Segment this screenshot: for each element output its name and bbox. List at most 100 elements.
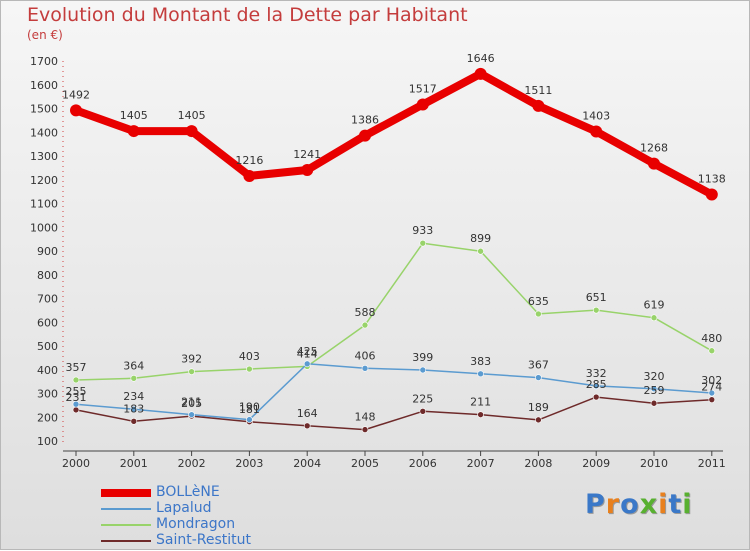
x-tick-label: 2006 bbox=[409, 457, 437, 470]
y-tick-label: 1500 bbox=[30, 103, 58, 116]
data-label: 1403 bbox=[582, 110, 610, 123]
logo-letter: x bbox=[639, 489, 659, 520]
data-point bbox=[130, 374, 138, 382]
data-point bbox=[188, 411, 195, 418]
legend-swatch bbox=[101, 489, 151, 497]
y-tick-label: 1000 bbox=[30, 221, 58, 234]
data-point bbox=[708, 396, 716, 403]
data-point bbox=[246, 365, 253, 373]
data-point bbox=[477, 370, 484, 378]
data-point bbox=[303, 422, 311, 430]
x-tick-label: 2011 bbox=[698, 457, 726, 470]
data-label: 211 bbox=[470, 396, 491, 409]
y-tick-label: 1200 bbox=[30, 174, 58, 187]
data-point bbox=[72, 406, 80, 414]
series-line-saintrestitut bbox=[75, 396, 713, 431]
data-label: 332 bbox=[586, 367, 607, 380]
data-label: 933 bbox=[412, 224, 433, 237]
data-label: 1138 bbox=[698, 172, 726, 185]
data-label: 225 bbox=[412, 392, 433, 405]
legend-swatch bbox=[101, 524, 151, 526]
logo-letter: P bbox=[585, 489, 606, 520]
y-tick-label: 900 bbox=[37, 245, 58, 258]
x-tick-label: 2005 bbox=[351, 457, 379, 470]
x-tick-label: 2000 bbox=[62, 457, 90, 470]
data-label: 285 bbox=[586, 378, 607, 391]
x-tick-label: 2002 bbox=[178, 457, 206, 470]
data-point bbox=[130, 405, 138, 413]
data-label: 1386 bbox=[351, 114, 379, 127]
data-point bbox=[72, 400, 80, 408]
data-label: 234 bbox=[123, 390, 144, 403]
data-label: 1405 bbox=[178, 109, 206, 122]
data-point bbox=[650, 385, 658, 393]
data-point bbox=[592, 382, 600, 390]
legend-label: Saint-Restitut bbox=[156, 532, 252, 548]
y-tick-label: 1100 bbox=[30, 198, 58, 211]
data-label: 392 bbox=[181, 353, 202, 366]
data-label: 651 bbox=[586, 291, 607, 304]
legend-swatch bbox=[101, 508, 151, 510]
data-point bbox=[477, 247, 484, 255]
data-label: 619 bbox=[644, 299, 665, 312]
data-point bbox=[246, 416, 253, 423]
data-label: 259 bbox=[644, 384, 665, 397]
y-tick-label: 400 bbox=[37, 364, 58, 377]
data-label: 367 bbox=[528, 359, 549, 372]
y-tick-label: 500 bbox=[37, 340, 58, 353]
x-tick-label: 2010 bbox=[640, 457, 668, 470]
data-label: 1517 bbox=[409, 82, 437, 95]
series-line-bollne bbox=[72, 69, 716, 199]
data-point bbox=[185, 125, 198, 138]
logo-letter: o bbox=[620, 489, 640, 520]
legend-label: Lapalud bbox=[156, 500, 212, 516]
x-tick-label: 2007 bbox=[467, 457, 495, 470]
data-point bbox=[477, 411, 484, 418]
data-point bbox=[648, 157, 660, 170]
data-point bbox=[301, 164, 314, 177]
data-label: 357 bbox=[66, 361, 87, 374]
data-point bbox=[650, 399, 658, 407]
data-point bbox=[592, 393, 600, 401]
data-point bbox=[708, 347, 716, 355]
y-tick-label: 100 bbox=[37, 435, 58, 448]
y-tick-label: 200 bbox=[37, 411, 58, 424]
data-label: 635 bbox=[528, 295, 549, 308]
legend-swatch bbox=[101, 540, 151, 542]
y-tick-label: 1300 bbox=[30, 150, 58, 163]
data-label: 1268 bbox=[640, 142, 668, 155]
data-label: 364 bbox=[123, 359, 144, 372]
data-point bbox=[303, 360, 311, 368]
data-label: 1241 bbox=[293, 148, 321, 161]
chart-title: Evolution du Montant de la Dette par Hab… bbox=[27, 4, 468, 26]
data-label: 211 bbox=[181, 396, 202, 409]
data-point bbox=[590, 125, 603, 138]
data-label: 1511 bbox=[524, 84, 552, 97]
data-label: 183 bbox=[123, 402, 144, 415]
data-label: 255 bbox=[66, 385, 87, 398]
x-tick-label: 2001 bbox=[120, 457, 148, 470]
y-tick-label: 1600 bbox=[30, 79, 58, 92]
data-point bbox=[592, 306, 600, 314]
data-point bbox=[708, 389, 716, 397]
data-label: 181 bbox=[239, 403, 260, 416]
logo-letter: t bbox=[668, 489, 683, 520]
legend-label: BOLLèNE bbox=[156, 484, 220, 500]
data-label: 403 bbox=[239, 350, 260, 363]
data-label: 399 bbox=[412, 351, 433, 364]
data-label: 383 bbox=[470, 355, 491, 368]
data-point bbox=[474, 67, 487, 80]
x-tick-label: 2008 bbox=[524, 457, 552, 470]
legend-label: Mondragon bbox=[156, 516, 236, 532]
data-label: 320 bbox=[644, 370, 665, 383]
data-point bbox=[243, 169, 256, 182]
data-point bbox=[127, 125, 140, 138]
series-line-mondragon bbox=[75, 242, 713, 381]
data-point bbox=[361, 426, 369, 433]
x-tick-label: 2004 bbox=[293, 457, 321, 470]
data-label: 406 bbox=[355, 349, 376, 362]
data-point bbox=[535, 374, 542, 381]
data-label: 480 bbox=[701, 332, 722, 345]
data-label: 899 bbox=[470, 232, 491, 245]
